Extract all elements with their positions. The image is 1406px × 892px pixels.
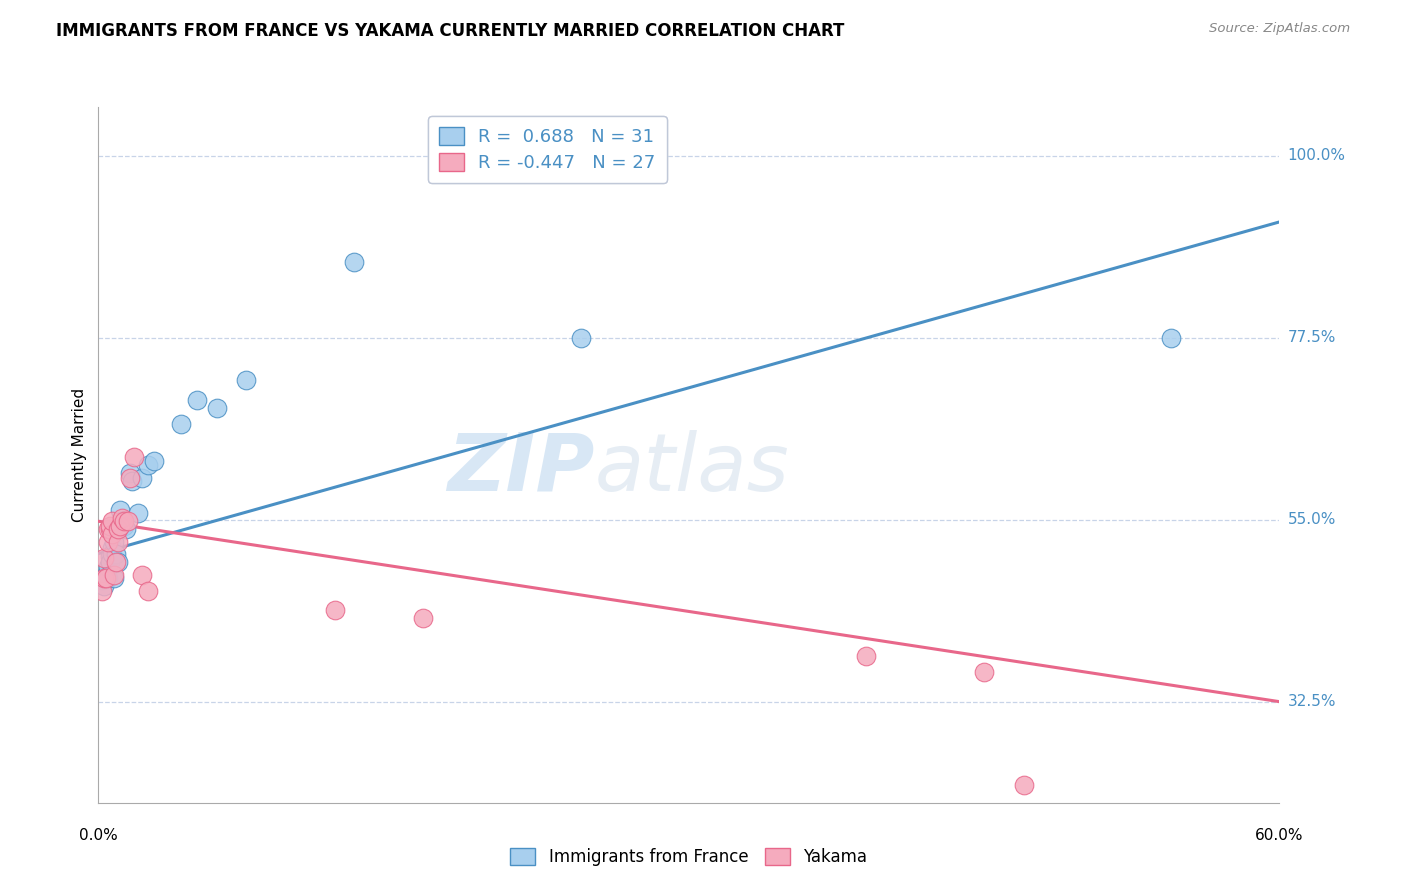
Point [96, 567, 118, 582]
Point [117, 514, 139, 528]
Point [97, 559, 120, 574]
Point [96, 571, 118, 585]
Point [107, 555, 129, 569]
Point [103, 567, 125, 582]
Point [108, 503, 131, 517]
Point [973, 665, 995, 679]
Text: ZIP: ZIP [447, 430, 595, 508]
Point [131, 470, 153, 484]
Point [93, 571, 115, 585]
Point [111, 511, 134, 525]
Point [91, 574, 114, 588]
Point [136, 583, 159, 598]
Point [103, 571, 125, 585]
Point [412, 611, 434, 625]
Y-axis label: Currently Married: Currently Married [72, 388, 87, 522]
Text: atlas: atlas [595, 430, 789, 508]
Text: 0.0%: 0.0% [79, 828, 118, 843]
Point [103, 535, 125, 549]
Point [107, 535, 129, 549]
Point [1160, 330, 1182, 344]
Point [170, 417, 193, 432]
Text: Source: ZipAtlas.com: Source: ZipAtlas.com [1209, 22, 1350, 36]
Point [186, 392, 208, 407]
Point [91, 583, 114, 598]
Point [118, 466, 141, 480]
Point [107, 522, 129, 536]
Point [101, 514, 124, 528]
Point [98, 522, 121, 536]
Point [121, 474, 143, 488]
Text: 60.0%: 60.0% [1256, 828, 1303, 843]
Point [93, 551, 115, 566]
Point [108, 519, 131, 533]
Point [97, 522, 120, 536]
Legend: R =  0.688   N = 31, R = -0.447   N = 27: R = 0.688 N = 31, R = -0.447 N = 27 [427, 116, 666, 183]
Point [112, 519, 135, 533]
Point [105, 547, 128, 561]
Point [98, 555, 121, 569]
Point [118, 470, 141, 484]
Point [1012, 778, 1035, 792]
Point [142, 454, 165, 468]
Point [323, 603, 346, 617]
Point [97, 571, 120, 585]
Point [101, 527, 124, 541]
Point [343, 255, 366, 269]
Point [127, 506, 149, 520]
Point [569, 330, 592, 344]
Point [855, 648, 877, 663]
Legend: Immigrants from France, Yakama: Immigrants from France, Yakama [502, 840, 876, 875]
Text: 32.5%: 32.5% [1288, 694, 1336, 709]
Point [111, 514, 134, 528]
Point [101, 541, 124, 555]
Text: 100.0%: 100.0% [1288, 148, 1346, 163]
Point [98, 519, 121, 533]
Point [131, 567, 153, 582]
Point [98, 549, 121, 563]
Point [105, 555, 128, 569]
Point [97, 535, 120, 549]
Point [107, 522, 129, 536]
Text: 55.0%: 55.0% [1288, 512, 1336, 527]
Point [101, 547, 124, 561]
Point [235, 374, 257, 388]
Point [93, 579, 115, 593]
Point [122, 450, 145, 464]
Point [205, 401, 228, 415]
Text: IMMIGRANTS FROM FRANCE VS YAKAMA CURRENTLY MARRIED CORRELATION CHART: IMMIGRANTS FROM FRANCE VS YAKAMA CURRENT… [56, 22, 845, 40]
Point [112, 514, 135, 528]
Point [136, 458, 159, 472]
Point [115, 522, 138, 536]
Text: 77.5%: 77.5% [1288, 330, 1336, 345]
